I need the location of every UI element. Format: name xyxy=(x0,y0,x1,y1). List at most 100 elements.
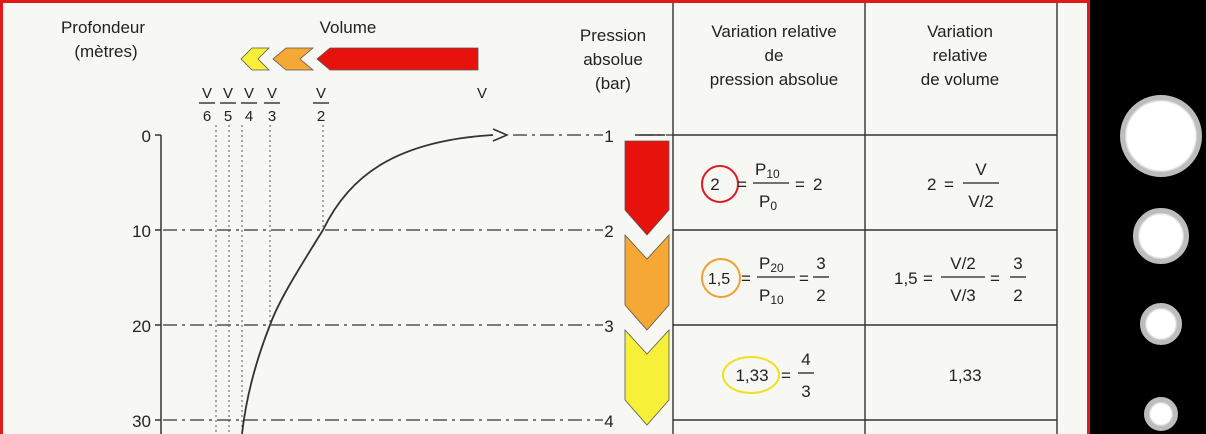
volume-arrow-orange xyxy=(272,47,315,71)
row-2-vresult-den: 2 xyxy=(1013,286,1022,305)
volume-guides xyxy=(215,125,324,434)
row-2-pden: P10 xyxy=(759,286,784,307)
fraction-v5-den: 5 xyxy=(224,108,232,125)
rel-volume-header: Variation relative de volume xyxy=(921,22,999,89)
svg-text:=: = xyxy=(799,269,809,288)
pressure-header-line1: Pression xyxy=(580,26,646,45)
row-3-presult-num: 4 xyxy=(801,350,810,369)
volume-full-label: V xyxy=(477,85,487,102)
row-1-presult: 2 xyxy=(813,175,822,194)
rel-pressure-header-line2: de xyxy=(765,46,784,65)
depth-tick-30: 30 xyxy=(132,412,151,431)
depth-tick-20: 20 xyxy=(132,317,151,336)
volume-arrow-yellow xyxy=(240,47,270,71)
row-1-ratio: 2 xyxy=(710,175,719,194)
svg-text:=: = xyxy=(781,366,791,385)
row-2-pressure-formula: 1,5 = P20 P10 = 3 2 xyxy=(701,254,829,307)
fraction-v5: V 5 xyxy=(220,85,236,125)
fraction-v2: V 2 xyxy=(313,85,329,125)
side-control-panel xyxy=(1090,0,1206,434)
side-button-smallest[interactable] xyxy=(1144,397,1178,431)
row-1-pressure-formula: 2 = P10 P0 = 2 xyxy=(701,160,822,213)
rel-pressure-header-line3: pression absolue xyxy=(710,70,839,89)
pressure-chevron-orange xyxy=(624,233,670,331)
row-2-ratio-circle xyxy=(701,258,741,298)
fraction-v3-num: V xyxy=(267,85,277,102)
depth-header-line2: (mètres) xyxy=(74,42,137,61)
depth-axis: 0 10 20 30 xyxy=(132,127,162,434)
curve-arrowhead xyxy=(492,128,509,142)
svg-text:=: = xyxy=(944,175,954,194)
row-2-vnum: V/2 xyxy=(950,254,976,273)
rel-volume-header-line3: de volume xyxy=(921,70,999,89)
side-button-small[interactable] xyxy=(1140,303,1182,345)
table-grid xyxy=(672,3,1058,434)
fraction-v4-num: V xyxy=(244,85,254,102)
row-2-ratio: 1,5 xyxy=(708,271,730,288)
fraction-v3-den: 3 xyxy=(268,108,276,125)
fraction-v4-den: 4 xyxy=(245,108,253,125)
rel-pressure-header: Variation relative de pression absolue xyxy=(710,22,839,89)
side-button-large[interactable] xyxy=(1120,95,1202,177)
pressure-value-3: 3 xyxy=(604,317,613,336)
fraction-v5-num: V xyxy=(223,85,233,102)
row-1-pden: P0 xyxy=(759,192,777,213)
depth-tick-10: 10 xyxy=(132,222,151,241)
svg-text:=: = xyxy=(923,269,933,288)
diagram-sheet: Profondeur (mètres) Volume V 6 V 5 V 4 V… xyxy=(0,0,1090,434)
row-1-volume-formula: 2 = V V/2 xyxy=(927,160,999,211)
row-2-presult-den: 2 xyxy=(816,286,825,305)
row-2-volume-formula: 1,5 = V/2 V/3 = 3 2 xyxy=(894,254,1026,305)
row-2-pnum: P20 xyxy=(759,254,784,275)
row-1-vlhs: 2 xyxy=(927,175,936,194)
fraction-v6-den: 6 xyxy=(203,108,211,125)
pressure-header-line2: absolue xyxy=(583,50,643,69)
volume-header: Volume xyxy=(320,18,377,37)
fraction-v3: V 3 xyxy=(264,85,280,125)
row-3-ratio-circle xyxy=(722,356,780,394)
pressure-header: Pression absolue (bar) xyxy=(580,26,646,93)
row-1-vden: V/2 xyxy=(968,192,994,211)
fraction-v6: V 6 xyxy=(199,85,215,125)
pressure-value-1: 1 xyxy=(604,127,613,146)
fraction-v4: V 4 xyxy=(241,85,257,125)
rel-volume-header-line2: relative xyxy=(933,46,988,65)
svg-text:=: = xyxy=(990,269,1000,288)
row-2-presult-num: 3 xyxy=(816,254,825,273)
volume-arrow-red xyxy=(316,47,479,71)
svg-text:=: = xyxy=(737,175,747,194)
pressure-chevrons xyxy=(624,134,670,426)
pressure-header-line3: (bar) xyxy=(595,74,631,93)
row-3-ratio: 1,33 xyxy=(735,366,768,385)
pressure-values: 1 2 3 4 xyxy=(604,127,613,431)
row-1-vnum: V xyxy=(975,160,987,179)
row-3-pressure-formula: 1,33 = 4 3 xyxy=(722,350,814,401)
row-1-ratio-circle xyxy=(701,165,739,203)
row-2-vden: V/3 xyxy=(950,286,976,305)
row-2-vlhs: 1,5 xyxy=(894,269,918,288)
depth-lines xyxy=(163,134,603,421)
svg-text:=: = xyxy=(741,269,751,288)
pressure-value-4: 4 xyxy=(604,412,613,431)
row-1-pnum: P10 xyxy=(755,160,780,181)
pressure-chevron-red xyxy=(624,140,670,236)
volume-fractions: V 6 V 5 V 4 V 3 V 2 V xyxy=(199,85,487,125)
volume-arrows xyxy=(240,47,479,71)
depth-header-line1: Profondeur xyxy=(61,18,145,37)
row-2-vresult-num: 3 xyxy=(1013,254,1022,273)
fraction-v2-den: 2 xyxy=(317,108,325,125)
pressure-chevron-yellow xyxy=(624,328,670,426)
depth-header: Profondeur (mètres) xyxy=(61,18,145,61)
pressure-volume-diagram: Profondeur (mètres) Volume V 6 V 5 V 4 V… xyxy=(61,3,1058,434)
rel-volume-header-line1: Variation xyxy=(927,22,993,41)
row-3-presult-den: 3 xyxy=(801,382,810,401)
side-button-medium[interactable] xyxy=(1133,208,1189,264)
fraction-v6-num: V xyxy=(202,85,212,102)
depth-tick-0: 0 xyxy=(142,127,151,146)
svg-text:=: = xyxy=(795,175,805,194)
row-3-volume-value: 1,33 xyxy=(948,366,981,385)
rel-pressure-header-line1: Variation relative xyxy=(711,22,836,41)
fraction-v2-num: V xyxy=(316,85,326,102)
pressure-value-2: 2 xyxy=(604,222,613,241)
volume-curve xyxy=(241,128,509,434)
